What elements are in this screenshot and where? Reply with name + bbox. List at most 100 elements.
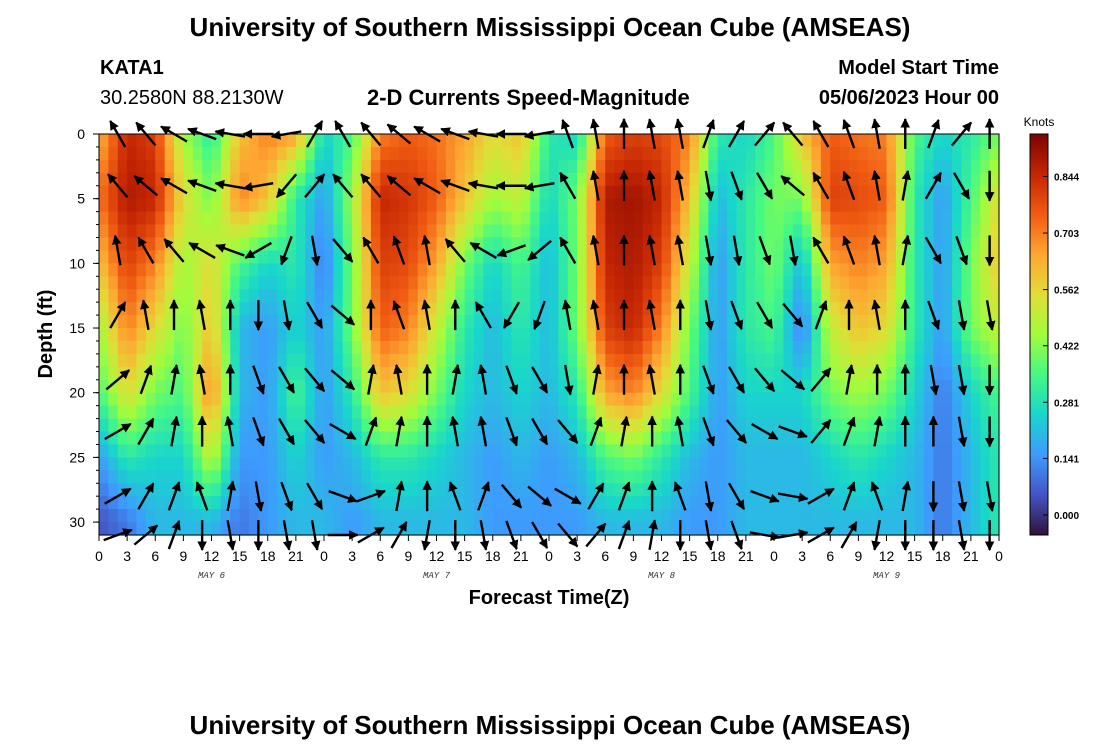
heat-cell: [811, 198, 822, 213]
heat-cell: [961, 159, 972, 174]
heat-cell: [914, 470, 925, 484]
heat-cell: [202, 353, 213, 368]
heat-cell: [699, 431, 709, 446]
heat-cell: [708, 146, 719, 161]
heat-cell: [389, 198, 400, 213]
heat-cell: [249, 328, 259, 342]
heat-cell: [942, 302, 953, 316]
current-arrow: [477, 415, 488, 447]
heat-cell: [689, 250, 700, 264]
heat-cell: [436, 444, 447, 458]
heat-cell: [436, 211, 447, 226]
heat-cell: [933, 159, 944, 174]
heat-cell: [549, 224, 559, 239]
current-arrow: [304, 419, 326, 444]
heat-cell: [970, 470, 981, 484]
heat-cell: [99, 470, 109, 484]
current-arrow: [592, 364, 602, 395]
colorbar-tick-label: 0.141: [1054, 454, 1079, 465]
heat-cell: [858, 289, 869, 303]
heat-cell: [539, 134, 550, 148]
heat-cell: [886, 496, 897, 510]
heat-cell: [858, 509, 869, 523]
current-arrow: [985, 481, 996, 512]
heat-cell: [427, 483, 438, 497]
heat-cell: [286, 224, 297, 239]
heat-cell: [267, 289, 278, 303]
heat-cell: [942, 237, 953, 252]
heat-cell: [370, 315, 381, 329]
heat-cell: [511, 353, 522, 368]
heat-cell: [727, 276, 738, 290]
heat-cell: [802, 483, 813, 497]
heat-cell: [117, 392, 128, 407]
heat-cell: [820, 237, 831, 252]
heat-cell: [155, 483, 166, 497]
heat-cell: [108, 496, 119, 510]
heat-cell: [989, 224, 1000, 239]
heat-cell: [277, 159, 288, 174]
heat-cell: [605, 134, 616, 148]
heat-cell: [820, 496, 831, 510]
heat-cell: [492, 418, 503, 433]
heat-cell: [605, 353, 616, 368]
heat-cell: [811, 134, 822, 148]
heat-cell: [633, 392, 644, 407]
heat-cell: [895, 431, 906, 446]
heat-cell: [164, 224, 175, 239]
heat-cell: [164, 444, 175, 458]
heat-cell: [380, 172, 391, 187]
heat-cell: [811, 289, 822, 303]
heat-cell: [558, 483, 569, 497]
heat-cell: [464, 379, 475, 394]
heat-cell: [183, 315, 194, 329]
heat-cell: [924, 353, 934, 368]
heat-cell: [924, 146, 934, 161]
heat-cell: [614, 366, 625, 381]
heat-cell: [933, 418, 944, 433]
heat-cell: [127, 134, 138, 148]
heat-cell: [211, 134, 222, 148]
heat-cell: [867, 185, 878, 200]
heat-cell: [417, 353, 428, 368]
heat-cell: [136, 289, 147, 303]
heat-cell: [867, 340, 878, 355]
heat-cell: [220, 353, 231, 368]
heat-cell: [680, 379, 691, 394]
heat-cell: [361, 509, 372, 523]
heat-cell: [633, 353, 644, 368]
heat-cell: [230, 366, 241, 381]
current-arrow: [224, 415, 235, 447]
current-arrow: [496, 244, 527, 258]
heat-cell: [520, 340, 531, 355]
heat-cell: [877, 496, 888, 510]
heat-cell: [802, 134, 813, 148]
heat-cell: [277, 276, 288, 290]
heat-cell: [652, 405, 663, 420]
heat-cell: [680, 198, 691, 213]
heat-cell: [933, 353, 944, 368]
current-arrow: [674, 415, 685, 447]
current-arrow: [392, 235, 406, 265]
heat-cell: [286, 366, 297, 381]
heat-cell: [445, 353, 456, 368]
heat-cell: [680, 509, 691, 523]
heat-cell: [267, 159, 278, 174]
heat-cell: [417, 224, 428, 239]
chart-title: University of Southern Mississippi Ocean…: [189, 12, 911, 42]
heat-cell: [652, 224, 663, 239]
heat-cell: [830, 276, 841, 290]
heat-cell: [502, 366, 513, 381]
heat-cell: [605, 444, 616, 458]
heat-cell: [202, 224, 213, 239]
heat-cell: [455, 340, 466, 355]
heat-cell: [286, 211, 297, 226]
heat-cell: [783, 276, 794, 290]
heat-cell: [858, 159, 869, 174]
heat-cell: [727, 457, 738, 471]
x-tick-label: 9: [854, 548, 862, 564]
heat-cell: [511, 340, 522, 355]
heat-cell: [436, 146, 447, 161]
heat-cell: [774, 392, 784, 407]
heat-cell: [642, 276, 653, 290]
